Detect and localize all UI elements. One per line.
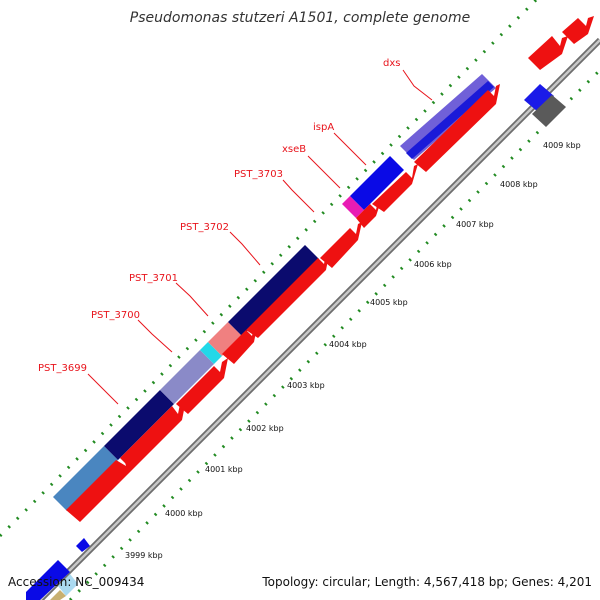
gene-block-cyan <box>200 342 222 364</box>
gene-block-pink-3701 <box>208 322 242 356</box>
cds-arrow <box>414 84 500 172</box>
topology-text: Topology: circular; Length: 4,567,418 bp… <box>261 575 592 589</box>
gene-block-navy-3702 <box>228 245 319 336</box>
cds-arrow <box>246 250 330 338</box>
inner-dotted-line <box>68 68 600 600</box>
gene-block-lightblue-small <box>58 574 78 596</box>
leader-line-pst3703 <box>282 179 315 213</box>
cds-arrow <box>356 198 382 228</box>
gene-track-bottom <box>26 538 90 600</box>
gene-label-dxs: dxs <box>383 58 400 69</box>
cds-arrow <box>66 450 132 522</box>
gene-labels: dxs ispA xseB PST_3703 PST_3702 PST_3701… <box>38 58 400 374</box>
tick-label: 4002 kbp <box>246 424 284 433</box>
leader-line-ispa <box>333 132 367 166</box>
accession-text: Accession: NC_009434 <box>8 575 144 589</box>
tick-label: 4005 kbp <box>370 298 408 307</box>
leader-line-pst3700 <box>137 319 173 353</box>
cds-arrow <box>222 322 258 364</box>
tick-label: 4006 kbp <box>414 260 452 269</box>
leader-line-pst3699 <box>87 373 119 405</box>
gene-track <box>53 74 566 511</box>
tick-label: 4009 kbp <box>543 141 581 150</box>
leader-line-pst3702 <box>229 231 261 266</box>
gene-label-pst3703: PST_3703 <box>234 169 283 180</box>
gene-block-blue-small <box>26 560 70 600</box>
gene-block-blue-right <box>524 84 554 112</box>
gene-block-blue-ispa <box>350 156 404 210</box>
gene-label-ispa: ispA <box>313 122 334 133</box>
gene-block-tan-small <box>50 590 66 600</box>
leader-lines <box>87 69 433 405</box>
gene-label-pst3701: PST_3701 <box>129 273 178 284</box>
gene-label-pst3699: PST_3699 <box>38 363 87 374</box>
tick-label: 4008 kbp <box>500 180 538 189</box>
gene-block-navy-3699 <box>104 390 174 460</box>
gene-block-steelblue <box>53 446 118 511</box>
cds-arrow <box>176 358 228 414</box>
gene-label-pst3700: PST_3700 <box>91 310 140 321</box>
cds-arrow <box>372 164 418 212</box>
cds-arrow <box>562 16 594 44</box>
gene-block-grey-right <box>532 95 566 127</box>
leader-line-dxs <box>402 69 433 101</box>
cds-arrow <box>320 222 362 268</box>
cds-track <box>66 16 594 522</box>
gene-block-blue-dxs <box>406 81 494 159</box>
tick-label: 4001 kbp <box>205 465 243 474</box>
gene-block-magenta-xseb <box>342 196 364 218</box>
tick-label: 3999 kbp <box>125 551 163 560</box>
tick-label: 4003 kbp <box>287 381 325 390</box>
tick-label: 4007 kbp <box>456 220 494 229</box>
tick-label: 4000 kbp <box>165 509 203 518</box>
map-title: Pseudomonas stutzeri A1501, complete gen… <box>130 10 470 26</box>
leader-line-xseb <box>307 155 341 189</box>
gene-block-lightpurple <box>160 350 214 404</box>
cds-arrow <box>528 36 568 70</box>
tick-label: 4004 kbp <box>329 340 367 349</box>
sequence-backbone <box>37 37 600 600</box>
gene-label-pst3702: PST_3702 <box>180 222 229 233</box>
gene-block-blue-small <box>76 538 90 552</box>
cds-arrow <box>120 400 186 470</box>
tick-labels: 3999 kbp 4000 kbp 4001 kbp 4002 kbp 4003… <box>125 141 581 560</box>
leader-line-pst3701 <box>175 282 209 317</box>
gene-label-xseb: xseB <box>282 144 306 155</box>
